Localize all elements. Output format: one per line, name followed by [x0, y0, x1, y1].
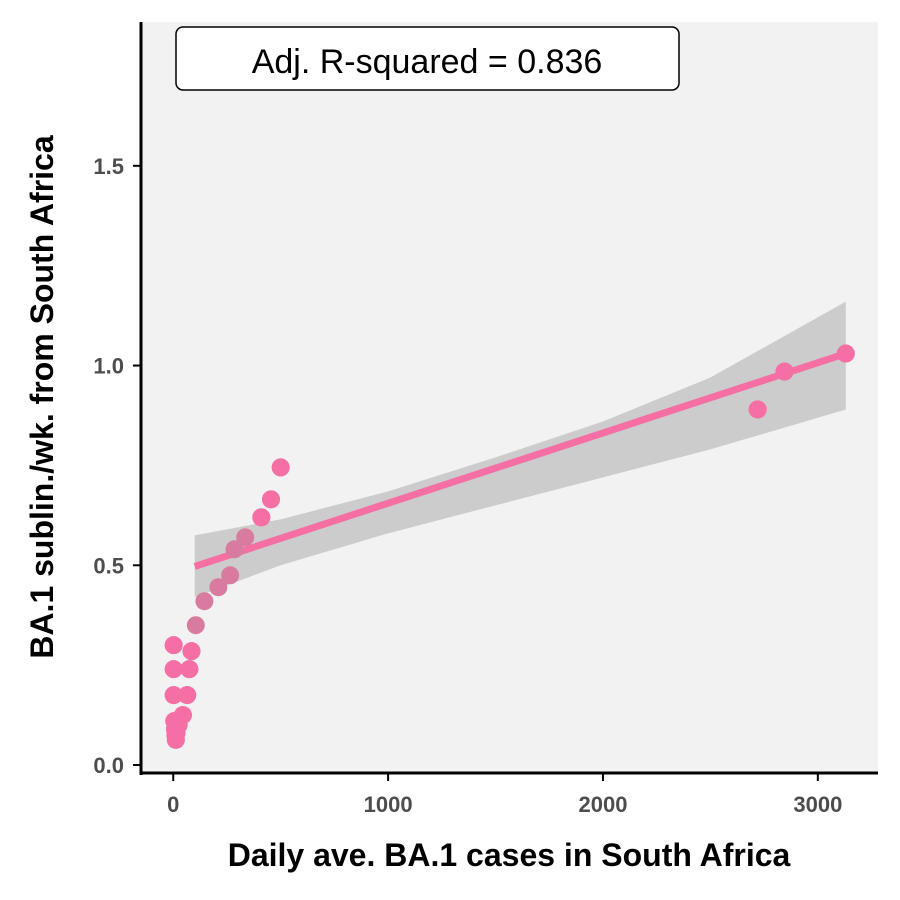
data-point	[180, 660, 199, 679]
data-point	[836, 344, 855, 363]
data-point	[195, 592, 214, 611]
confidence-band-layer	[194, 301, 846, 598]
data-point	[173, 706, 192, 725]
x-ticks: 0 1000 2000 3000	[167, 773, 842, 817]
data-point	[186, 616, 205, 635]
data-point	[252, 508, 271, 527]
y-tick-label: 1.5	[93, 154, 124, 179]
data-point	[221, 566, 240, 585]
x-tick-label: 1000	[364, 792, 413, 817]
x-tick-label: 3000	[793, 792, 842, 817]
data-point	[178, 686, 197, 705]
y-tick-label: 0.0	[93, 753, 124, 778]
data-point	[164, 686, 183, 705]
data-point	[236, 528, 255, 547]
x-tick-label: 0	[167, 792, 179, 817]
x-tick-label: 2000	[578, 792, 627, 817]
adj-r-squared-label: Adj. R-squared = 0.836	[252, 43, 603, 81]
data-point	[271, 458, 290, 477]
confidence-band	[194, 301, 846, 598]
data-point	[182, 642, 201, 661]
data-point	[261, 490, 280, 509]
data-point	[225, 540, 244, 559]
y-tick-label: 0.5	[93, 553, 124, 578]
y-axis-title: BA.1 sublin./wk. from South Africa	[24, 135, 60, 659]
data-point	[775, 362, 794, 381]
annotation-box: Adj. R-squared = 0.836	[175, 26, 680, 91]
y-ticks: 0.0 0.5 1.0 1.5	[93, 154, 141, 778]
data-point	[164, 636, 183, 655]
fit-line	[193, 350, 847, 570]
y-tick-label: 1.0	[93, 354, 124, 379]
data-point	[209, 578, 228, 597]
data-point	[164, 660, 183, 679]
x-axis-title: Daily ave. BA.1 cases in South Africa	[228, 837, 791, 873]
data-point	[748, 400, 767, 419]
fit-line-layer	[193, 350, 847, 570]
points-layer	[164, 344, 855, 749]
